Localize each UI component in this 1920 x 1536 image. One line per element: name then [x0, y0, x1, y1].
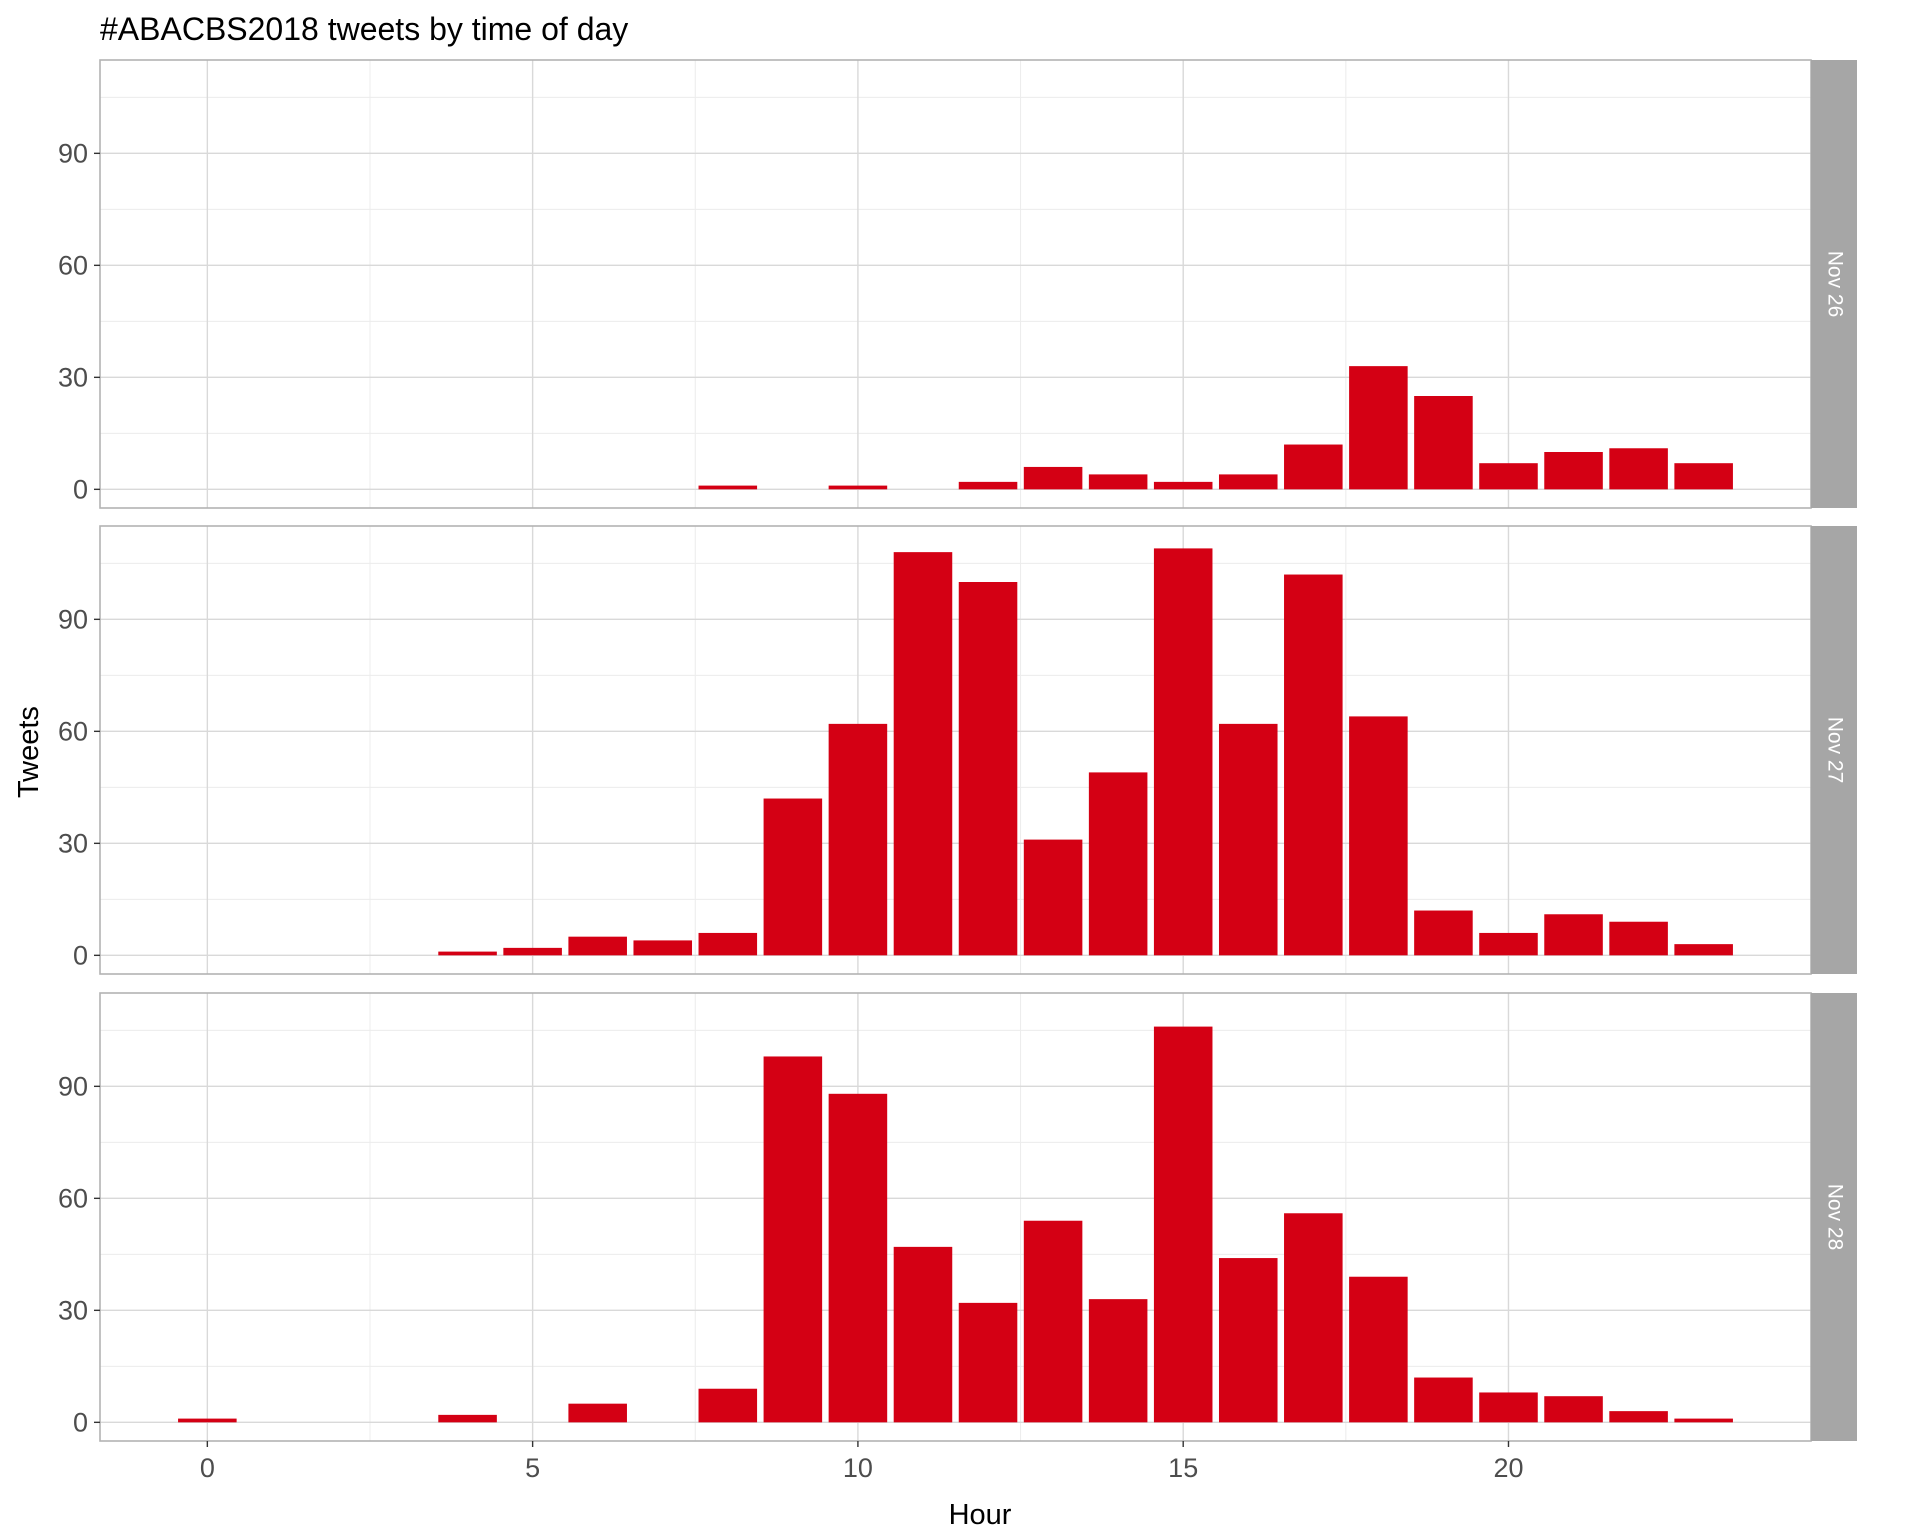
bar-nov-27-hour-7 — [633, 940, 693, 956]
bar-nov-28-hour-15 — [1153, 1026, 1213, 1423]
panel-background — [100, 993, 1811, 1441]
facet-panels: 0 30 60 90 Nov 26 0 30 60 90 Nov 27 0 30 60 90 Nov 28 — [58, 59, 1857, 1442]
bar-nov-26-hour-19 — [1414, 396, 1473, 490]
bar-nov-28-hour-4 — [438, 1414, 497, 1423]
facet-strip — [1811, 526, 1857, 974]
y-tick-label: 90 — [58, 1071, 88, 1101]
bar-nov-28-hour-16 — [1218, 1258, 1278, 1423]
facet-panel-nov-27: 0 30 60 90 Nov 27 — [58, 525, 1857, 975]
bar-nov-28-hour-20 — [1479, 1392, 1538, 1423]
y-tick-label: 0 — [73, 940, 88, 970]
bar-nov-28-hour-18 — [1349, 1276, 1408, 1423]
bar-nov-26-hour-22 — [1609, 448, 1668, 490]
x-tick-label: 5 — [525, 1453, 540, 1483]
bar-nov-27-hour-14 — [1088, 772, 1148, 956]
bar-nov-27-hour-23 — [1674, 944, 1733, 956]
bar-nov-27-hour-9 — [763, 798, 823, 956]
bar-nov-27-hour-12 — [958, 582, 1018, 956]
bar-nov-28-hour-9 — [763, 1056, 823, 1423]
chart-title: #ABACBS2018 tweets by time of day — [100, 11, 628, 47]
bar-nov-26-hour-12 — [958, 481, 1018, 490]
x-tick-label: 15 — [1168, 1453, 1198, 1483]
y-axis-title: Tweets — [13, 706, 45, 798]
facet-strip — [1811, 60, 1857, 508]
bar-nov-28-hour-21 — [1544, 1396, 1603, 1423]
facet-strip-label: Nov 28 — [1823, 1184, 1846, 1251]
bar-nov-27-hour-6 — [568, 936, 627, 956]
bar-nov-27-hour-16 — [1218, 723, 1278, 956]
bar-nov-27-hour-13 — [1023, 839, 1083, 956]
panel-background — [100, 526, 1811, 974]
bar-nov-28-hour-8 — [698, 1388, 758, 1423]
y-tick-label: 0 — [73, 1407, 88, 1437]
bar-nov-28-hour-12 — [958, 1302, 1018, 1423]
panel-background — [100, 60, 1811, 508]
bar-nov-26-hour-10 — [828, 485, 888, 490]
x-axis: 0 5 10 15 20 — [200, 1441, 1524, 1483]
bar-nov-27-hour-10 — [828, 723, 888, 956]
bar-nov-27-hour-8 — [698, 932, 758, 956]
bar-nov-26-hour-20 — [1479, 463, 1538, 490]
bar-nov-26-hour-13 — [1023, 466, 1083, 490]
bar-nov-28-hour-14 — [1088, 1299, 1148, 1423]
bar-nov-26-hour-18 — [1349, 366, 1408, 490]
bar-nov-28-hour-6 — [568, 1403, 627, 1423]
facet-panel-nov-26: 0 30 60 90 Nov 26 — [58, 59, 1857, 509]
facet-strip-label: Nov 26 — [1823, 251, 1846, 318]
y-tick-label: 30 — [58, 1295, 88, 1325]
y-tick-label: 30 — [58, 362, 88, 392]
y-tick-label: 60 — [58, 250, 88, 280]
bar-nov-26-hour-8 — [698, 485, 758, 490]
bar-nov-27-hour-19 — [1414, 910, 1473, 956]
y-tick-label: 90 — [58, 604, 88, 634]
bar-nov-27-hour-5 — [503, 947, 562, 956]
x-tick-label: 0 — [200, 1453, 215, 1483]
bar-nov-26-hour-23 — [1674, 463, 1733, 490]
y-tick-label: 60 — [58, 1183, 88, 1213]
facet-panel-nov-28: 0 30 60 90 Nov 28 — [58, 992, 1857, 1442]
bar-nov-28-hour-22 — [1609, 1411, 1668, 1423]
facet-strip — [1811, 993, 1857, 1441]
x-tick-label: 20 — [1493, 1453, 1523, 1483]
bar-nov-27-hour-17 — [1284, 574, 1343, 956]
bar-nov-26-hour-15 — [1153, 481, 1213, 490]
bar-nov-26-hour-17 — [1284, 444, 1343, 490]
x-axis-title: Hour — [949, 1499, 1012, 1531]
bar-nov-28-hour-11 — [893, 1246, 953, 1423]
bar-nov-27-hour-15 — [1153, 548, 1213, 956]
bar-nov-28-hour-23 — [1674, 1418, 1733, 1423]
bar-nov-28-hour-17 — [1284, 1213, 1343, 1423]
bar-nov-26-hour-21 — [1544, 452, 1603, 490]
bar-nov-27-hour-21 — [1544, 914, 1603, 956]
y-tick-label: 0 — [73, 474, 88, 504]
bar-nov-27-hour-20 — [1479, 932, 1538, 956]
bar-nov-27-hour-4 — [438, 951, 497, 956]
bar-nov-27-hour-11 — [893, 552, 953, 956]
bar-nov-28-hour-10 — [828, 1093, 888, 1423]
bar-nov-27-hour-18 — [1349, 716, 1408, 956]
bar-nov-28-hour-0 — [178, 1418, 237, 1423]
bar-nov-27-hour-22 — [1609, 921, 1668, 956]
x-tick-label: 10 — [843, 1453, 873, 1483]
y-tick-label: 30 — [58, 828, 88, 858]
y-tick-label: 60 — [58, 716, 88, 746]
bar-nov-26-hour-14 — [1088, 474, 1148, 490]
bar-nov-28-hour-19 — [1414, 1377, 1473, 1423]
y-tick-label: 90 — [58, 138, 88, 168]
bar-nov-26-hour-16 — [1218, 474, 1278, 490]
facet-strip-label: Nov 27 — [1823, 717, 1846, 784]
bar-nov-28-hour-13 — [1023, 1220, 1083, 1423]
